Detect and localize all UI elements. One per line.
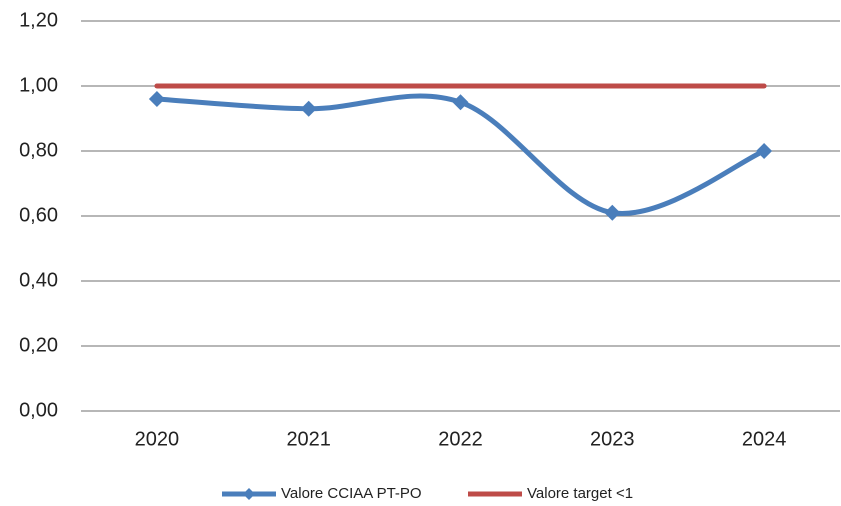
- marker: [452, 94, 469, 111]
- x-tick-label: 2020: [135, 428, 180, 450]
- y-tick-label: 1,20: [19, 9, 58, 31]
- series-line: [154, 93, 767, 216]
- y-tick-label: 1,00: [19, 74, 58, 96]
- legend-marker: [243, 488, 255, 500]
- marker: [604, 204, 621, 221]
- y-tick-label: 0,60: [19, 204, 58, 226]
- y-tick-label: 0,00: [19, 399, 58, 421]
- marker: [300, 100, 317, 117]
- x-tick-label: 2023: [590, 428, 635, 450]
- y-tick-label: 0,20: [19, 334, 58, 356]
- y-tick-label: 0,40: [19, 269, 58, 291]
- x-tick-label: 2021: [286, 428, 331, 450]
- marker: [148, 91, 165, 107]
- legend-label: Valore CCIAA PT-PO: [281, 485, 422, 502]
- legend-label: Valore target <1: [527, 485, 633, 502]
- x-tick-label: 2022: [438, 428, 483, 450]
- x-tick-label: 2024: [742, 428, 787, 450]
- y-tick-label: 0,80: [19, 139, 58, 161]
- marker: [756, 143, 773, 159]
